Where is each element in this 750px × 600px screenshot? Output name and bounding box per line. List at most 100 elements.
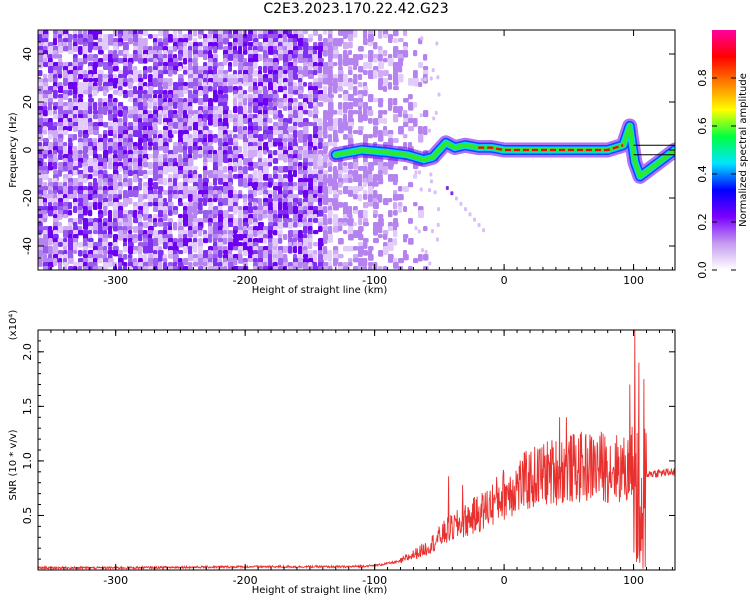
noise-cell bbox=[198, 182, 204, 191]
noise-cell bbox=[63, 46, 69, 52]
noise-cell bbox=[343, 54, 349, 59]
noise-cell bbox=[313, 110, 319, 115]
noise-cell bbox=[248, 114, 254, 120]
noise-cell bbox=[333, 86, 338, 94]
noise-cell bbox=[163, 234, 169, 239]
noise-cell bbox=[238, 250, 243, 256]
noise-cell bbox=[163, 190, 169, 195]
noise-cell bbox=[168, 206, 173, 212]
noise-cell bbox=[363, 162, 369, 167]
noise-cell bbox=[123, 126, 129, 131]
noise-cell bbox=[388, 58, 394, 67]
noise-cell bbox=[338, 182, 343, 188]
noise-cell bbox=[278, 238, 283, 244]
noise-cell bbox=[148, 34, 153, 39]
noise-cell bbox=[268, 230, 273, 236]
noise-cell bbox=[158, 178, 164, 185]
noise-cell bbox=[278, 102, 284, 109]
noise-cell bbox=[403, 206, 408, 212]
noise-cell bbox=[459, 201, 463, 206]
noise-cell bbox=[73, 154, 79, 162]
noise-cell bbox=[63, 262, 69, 267]
noise-cell bbox=[353, 30, 358, 38]
noise-cell bbox=[253, 182, 259, 188]
noise-cell bbox=[173, 182, 178, 188]
noise-cell bbox=[268, 266, 273, 270]
noise-cell bbox=[338, 254, 344, 259]
noise-cell bbox=[303, 70, 309, 77]
noise-cell bbox=[333, 226, 339, 233]
noise-cell bbox=[288, 70, 294, 79]
noise-cell bbox=[223, 238, 228, 245]
noise-cell bbox=[288, 110, 293, 116]
noise-cell bbox=[223, 58, 228, 66]
noise-cell bbox=[113, 146, 118, 151]
noise-cell bbox=[308, 162, 314, 167]
noise-cell bbox=[143, 254, 148, 259]
noise-cell bbox=[208, 198, 213, 203]
noise-cell bbox=[417, 229, 421, 234]
noise-cell bbox=[333, 262, 338, 267]
noise-cell bbox=[43, 62, 49, 67]
noise-cell bbox=[178, 202, 184, 207]
noise-cell bbox=[393, 98, 398, 106]
noise-cell bbox=[308, 110, 313, 118]
noise-cell bbox=[328, 226, 333, 235]
noise-cell bbox=[323, 218, 328, 226]
noise-cell bbox=[333, 142, 338, 149]
noise-cell bbox=[258, 214, 263, 221]
noise-cell bbox=[338, 82, 343, 87]
noise-cell bbox=[403, 186, 409, 192]
noise-cell bbox=[148, 154, 154, 159]
noise-cell bbox=[258, 266, 263, 270]
noise-cell bbox=[283, 262, 289, 267]
noise-cell bbox=[213, 230, 218, 235]
noise-cell bbox=[153, 242, 159, 247]
noise-cell bbox=[393, 86, 399, 91]
noise-cell bbox=[378, 110, 384, 115]
noise-cell bbox=[158, 162, 164, 167]
noise-cell bbox=[368, 266, 373, 270]
noise-cell bbox=[228, 182, 233, 187]
noise-cell bbox=[53, 114, 59, 120]
noise-cell bbox=[63, 150, 69, 155]
noise-cell bbox=[233, 230, 238, 235]
noise-cell bbox=[258, 238, 264, 243]
noise-cell bbox=[203, 154, 208, 159]
noise-cell bbox=[233, 234, 239, 239]
noise-cell bbox=[348, 178, 353, 184]
noise-cell bbox=[268, 118, 273, 124]
noise-cell bbox=[318, 166, 324, 171]
noise-cell bbox=[238, 62, 244, 71]
noise-cell bbox=[148, 58, 154, 63]
noise-cell bbox=[158, 146, 164, 151]
noise-cell bbox=[78, 94, 84, 99]
noise-cell bbox=[208, 254, 214, 259]
noise-cell bbox=[368, 42, 373, 47]
noise-cell bbox=[393, 50, 398, 58]
noise-cell bbox=[233, 78, 239, 85]
noise-cell bbox=[328, 218, 333, 225]
noise-cell bbox=[58, 214, 63, 220]
noise-cell bbox=[293, 162, 298, 167]
noise-cell bbox=[53, 258, 58, 266]
noise-cell bbox=[348, 34, 354, 42]
noise-cell bbox=[383, 58, 388, 63]
noise-cell bbox=[38, 62, 43, 69]
noise-cell bbox=[58, 242, 63, 247]
noise-cell bbox=[188, 34, 193, 41]
noise-cell bbox=[143, 214, 148, 221]
noise-cell bbox=[253, 134, 259, 139]
noise-cell bbox=[163, 90, 168, 96]
noise-cell bbox=[268, 150, 273, 156]
noise-cell bbox=[93, 110, 99, 115]
noise-cell bbox=[53, 158, 59, 163]
noise-cell bbox=[238, 82, 243, 87]
noise-cell bbox=[343, 122, 349, 131]
noise-cell bbox=[188, 154, 193, 160]
noise-cell bbox=[133, 226, 139, 233]
noise-cell bbox=[128, 254, 133, 259]
noise-cell bbox=[323, 126, 328, 132]
noise-cell bbox=[343, 118, 348, 124]
noise-cell bbox=[103, 74, 109, 79]
